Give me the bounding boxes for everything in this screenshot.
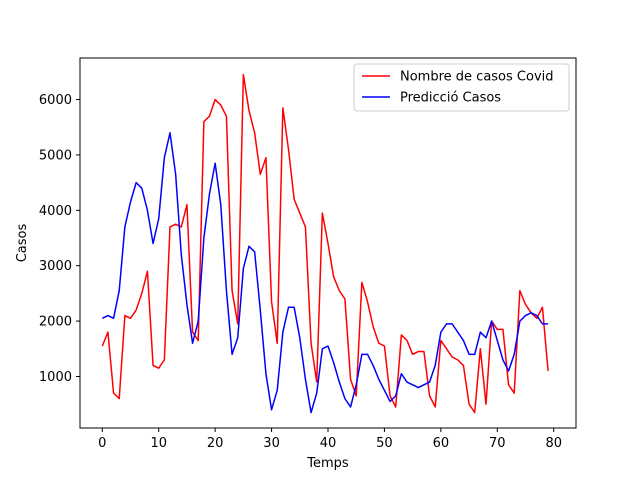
- x-tick-label: 40: [320, 436, 337, 451]
- x-axis-label: Temps: [306, 456, 349, 471]
- legend: Nombre de casos Covid Predicció Casos: [353, 63, 570, 112]
- x-tick-label: 0: [98, 436, 106, 451]
- y-tick-label: 5000: [39, 148, 72, 163]
- series-line-1: [101, 132, 549, 414]
- y-axis: 1000 2000 3000 4000 5000 6000: [39, 93, 80, 385]
- series-line-0: [101, 73, 549, 414]
- y-axis-label: Casos: [15, 224, 30, 263]
- x-tick-label: 30: [263, 436, 280, 451]
- legend-label-prediccio: Predicció Casos: [400, 91, 501, 106]
- x-tick-label: 50: [376, 436, 393, 451]
- x-tick-label: 10: [150, 436, 167, 451]
- y-tick-label: 3000: [39, 259, 72, 274]
- legend-label-casos: Nombre de casos Covid: [400, 70, 554, 85]
- x-tick-label: 70: [489, 436, 506, 451]
- y-tick-label: 2000: [39, 315, 72, 330]
- x-tick-label: 20: [207, 436, 224, 451]
- x-tick-label: 80: [545, 436, 562, 451]
- y-tick-label: 6000: [39, 93, 72, 108]
- y-tick-label: 4000: [39, 204, 72, 219]
- legend-box: [353, 63, 570, 112]
- x-tick-label: 60: [433, 436, 450, 451]
- y-tick-label: 1000: [39, 370, 72, 385]
- x-axis: 0 10 20 30 40 50 60 70 80: [98, 428, 562, 451]
- series-lines: [101, 73, 549, 414]
